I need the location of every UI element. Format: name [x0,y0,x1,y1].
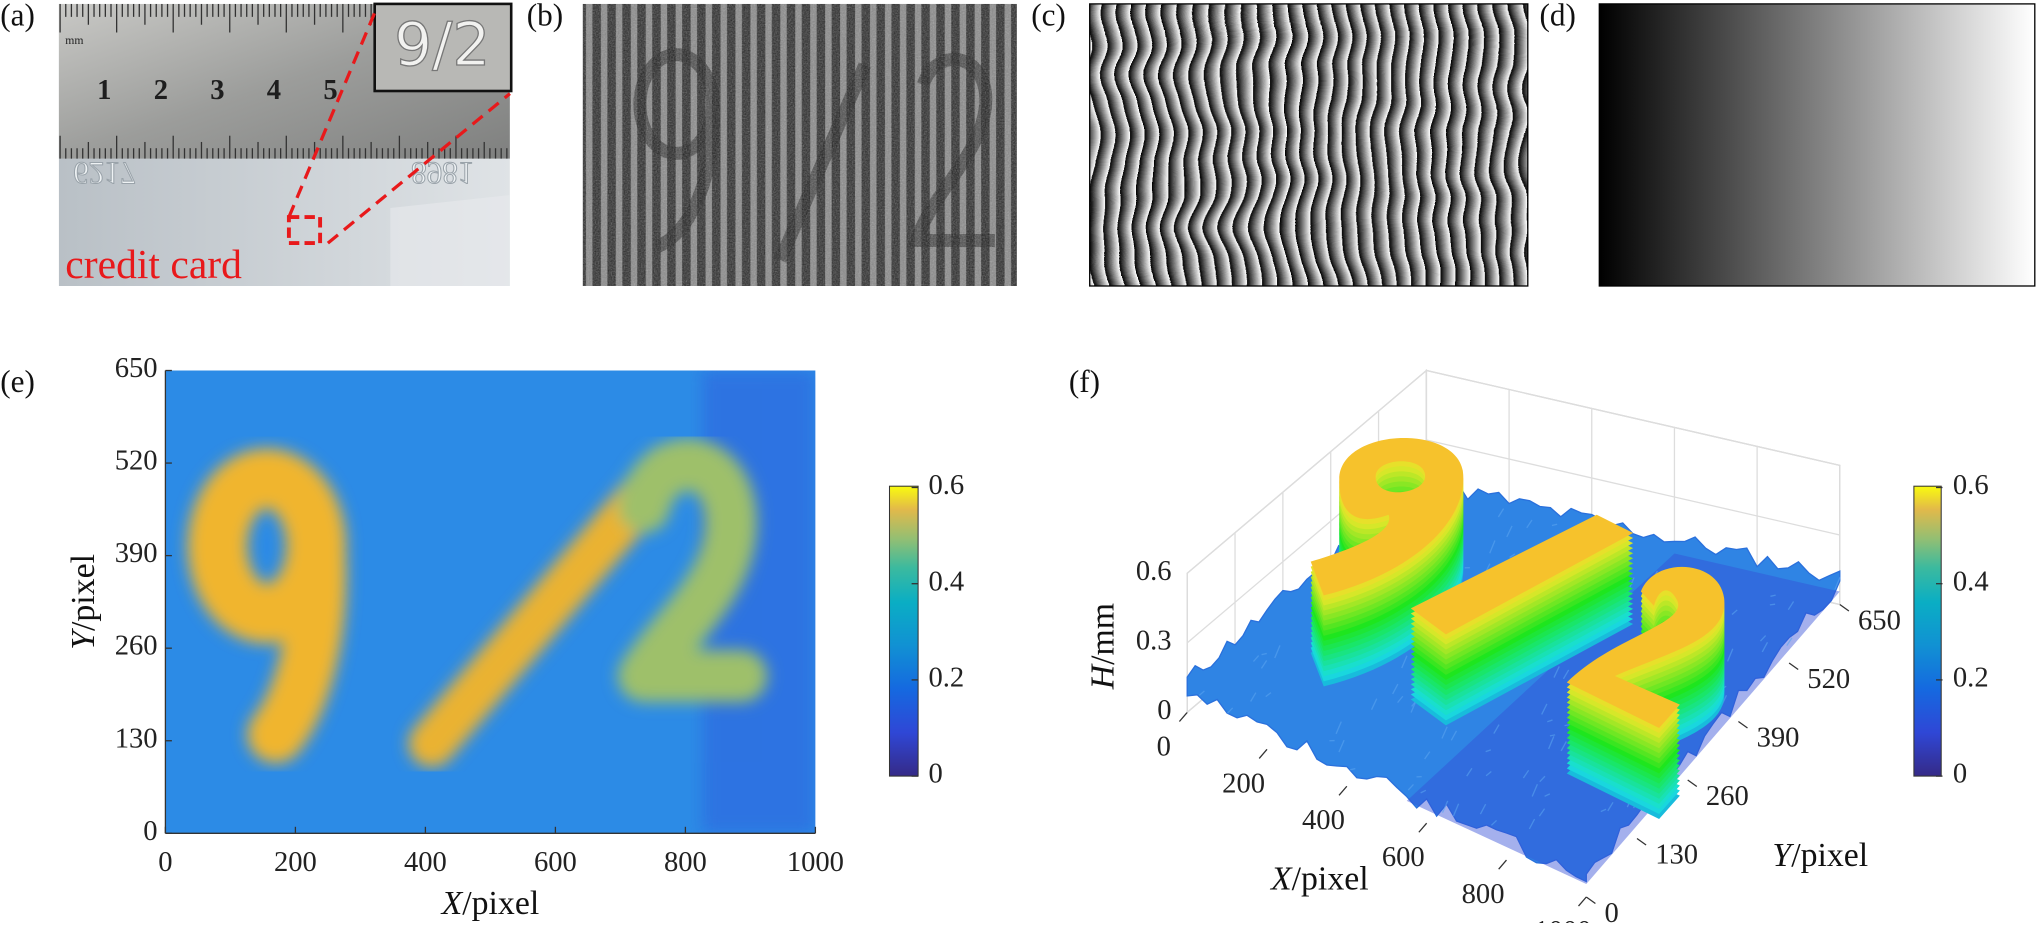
zoom-text: 9/2 [394,10,490,80]
colorbar-tick-label: 0.2 [1953,662,1989,693]
y-tick [1637,839,1646,846]
panel-label: (e) [0,364,35,399]
x-tick [1419,823,1427,832]
x-axis-label: X/pixel [440,885,540,922]
y-tick-label: 130 [115,723,158,754]
y-tick-label: 650 [1858,605,1901,636]
panel-label: (a) [0,0,35,32]
ruler-number: 4 [267,75,281,106]
surface-texture [1770,604,1775,605]
panel-label: (b) [527,0,563,32]
x-tick-label: 600 [1382,842,1425,873]
y-tick-label: 390 [1757,722,1800,753]
colorbar-tick-label: 0.6 [929,470,965,501]
z-axis-label: H/mm [1084,603,1121,690]
y-tick [1738,722,1747,729]
y-tick [1840,605,1849,612]
panel-label: (f) [1069,364,1100,399]
x-tick-label: 0 [158,847,172,878]
z-axis-label-symbol: H [1084,663,1121,690]
x-tick [1339,786,1347,795]
panel-label: (d) [1540,0,1576,32]
panel-label: (c) [1031,0,1066,32]
x-tick-label: 200 [1222,768,1265,799]
z-tick-label: 0 [1157,695,1171,726]
colorbar-tick-label: 0.4 [929,566,965,597]
x-tick-label: 600 [534,847,577,878]
ruler-number: 1 [97,75,111,106]
height-map [165,371,815,834]
y-axis-label: Y/pixel [65,554,102,650]
caption: credit card [65,241,242,287]
x-tick-label: 800 [1462,879,1505,910]
y-tick-label: 260 [1706,781,1749,812]
fringe-image [583,4,1017,286]
colorbar-tick-label: 0 [1953,759,1967,790]
x-axis-label-symbol: X [440,885,464,922]
y-tick-label: 0 [1605,898,1619,923]
z-tick-label: 0.6 [1136,556,1172,587]
colorbar-tick-label: 0.4 [1953,566,1989,597]
x-tick [1259,749,1267,758]
y-tick-label: 0 [143,816,157,847]
y-tick [1789,663,1798,670]
x-tick-label: 1000 [1534,916,1591,923]
ruler-number: 2 [154,75,168,106]
card-number: 6217 [73,156,135,191]
x-tick-label: 800 [664,847,707,878]
y-tick [1586,897,1595,904]
x-tick-label: 0 [1157,731,1171,762]
y-axis-label-unit: /pixel [65,554,102,631]
y-axis-label-unit: /pixel [1791,837,1868,874]
ruler-number: 5 [323,75,337,106]
z-tick-label: 0.3 [1136,625,1172,656]
x-axis-label-unit: /pixel [462,885,539,922]
x-tick-label: 200 [274,847,317,878]
x-tick-label: 400 [1302,805,1345,836]
y-tick [1688,780,1697,787]
colorbar [890,486,919,776]
x-tick-label: 400 [404,847,447,878]
z-axis-label-unit: /mm [1084,603,1121,665]
y-axis-label: Y/pixel [1772,837,1868,874]
colorbar [1914,486,1941,776]
x-axis-label-symbol: X [1269,860,1293,897]
x-tick [1179,712,1187,721]
y-tick-label: 130 [1655,839,1698,870]
colorbar-tick-label: 0 [929,759,943,790]
x-tick [1579,897,1587,906]
unwrapped-phase [1599,4,2035,286]
y-tick-label: 260 [115,631,158,662]
colorbar-tick-label: 0.2 [929,662,965,693]
card-number: 8981 [411,156,473,191]
x-axis-label: X/pixel [1269,860,1369,897]
x-tick-label: 1000 [787,847,844,878]
y-tick-label: 650 [115,353,158,384]
x-tick [1499,860,1507,869]
colorbar-tick-label: 0.6 [1953,470,1989,501]
wrapped-phase [1066,0,1554,306]
y-tick-label: 520 [1807,664,1850,695]
ruler-unit: mm [65,34,83,47]
ruler-number: 3 [210,75,224,106]
x-axis-label-unit: /pixel [1292,860,1369,897]
y-tick-label: 390 [115,538,158,569]
y-tick-label: 520 [115,446,158,477]
y-axis-label-symbol: Y [65,628,102,650]
